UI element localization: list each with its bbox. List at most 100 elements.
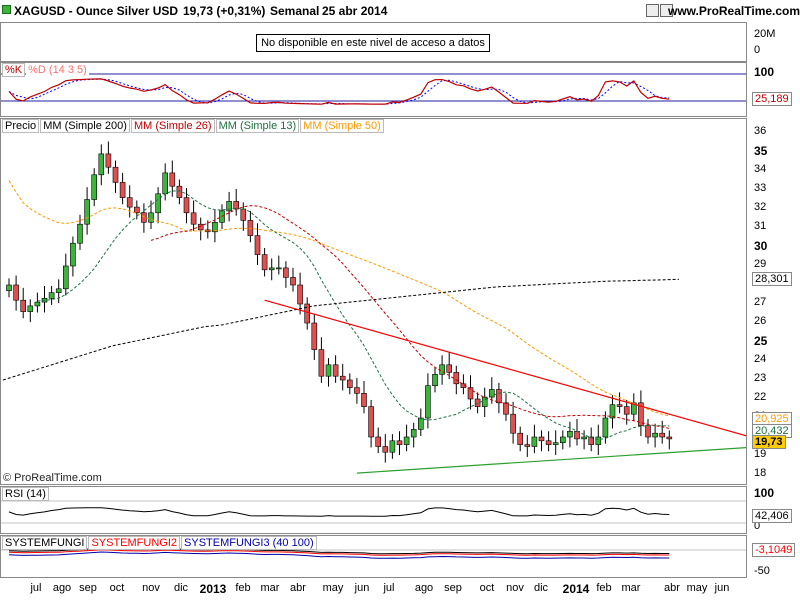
candle-down	[134, 206, 140, 214]
candle-down	[126, 197, 133, 208]
x-tick-label: nov	[506, 582, 524, 594]
candle-up	[602, 417, 609, 438]
candle-up	[403, 436, 410, 445]
candle-up	[425, 385, 431, 419]
stoch-tick-top: 100	[754, 65, 775, 79]
systemfungi-panel: SYSTEMFUNGI SYSTEMFUNGI2 SYSTEMFUNGI3 (40 …	[0, 535, 747, 578]
stochastic-axis: 100	[748, 62, 800, 117]
header-quote: 19,73 (+0,31%)	[183, 4, 266, 18]
candle-down	[190, 212, 197, 225]
minimize-icon[interactable]	[646, 4, 659, 17]
candle-down	[254, 235, 261, 255]
ma50-line	[8, 180, 670, 417]
sys-tick-bottom: -50	[754, 565, 770, 577]
price-tick: 19	[754, 448, 767, 460]
stoch-d-line	[8, 78, 670, 105]
x-tick-label: sep	[444, 582, 462, 594]
candle-up	[91, 174, 97, 200]
price-plot	[2, 141, 746, 474]
price-legend: Precio MM (Simple 200) MM (Simple 26) MM (S…	[2, 119, 385, 133]
sys3-line	[8, 551, 670, 559]
candle-up	[275, 267, 282, 270]
candle-up	[212, 222, 218, 233]
price-tick: 26	[754, 315, 767, 327]
legend-rsi: RSI (14)	[2, 487, 49, 501]
price-tick: 36	[754, 125, 767, 137]
price-tick: 18	[754, 467, 767, 479]
candle-down	[545, 440, 552, 445]
x-tick-label: ago	[52, 582, 72, 594]
header-period: Semanal	[270, 4, 320, 18]
header-site: www.ProRealTime.com	[668, 4, 800, 18]
candle-up	[531, 436, 538, 447]
candle-down	[382, 446, 389, 453]
candle-up	[226, 201, 232, 212]
ma200-line	[2, 278, 680, 381]
x-tick-label: may	[686, 582, 708, 594]
volume-tick: 0	[754, 44, 761, 56]
price-tick: 31	[754, 220, 767, 232]
candle-down	[616, 404, 623, 407]
rsi-tick-top: 100	[754, 486, 775, 500]
x-tick-label: abr	[664, 582, 680, 594]
sys-value-label: -3,1049	[752, 543, 796, 557]
price-tick: 34	[754, 163, 767, 175]
candle-down	[453, 372, 460, 385]
systemfungi-legend: SYSTEMFUNGI SYSTEMFUNGI2 SYSTEMFUNGI3 (40 …	[2, 536, 318, 550]
price-value-label: 19,73	[752, 435, 786, 449]
x-tick-label: sep	[79, 582, 97, 594]
x-tick-label: jul	[30, 582, 42, 594]
legend-k: %K	[2, 63, 26, 77]
candle-down	[141, 212, 147, 223]
volume-tick: 20M	[754, 28, 776, 40]
x-tick-label: feb	[235, 582, 251, 594]
candle-up	[62, 265, 69, 290]
price-tick: 22	[754, 391, 767, 403]
candle-down	[623, 406, 630, 415]
rsi-line	[8, 507, 670, 517]
candle-down	[467, 387, 474, 400]
x-axis: jul ago sep oct nov dic 2013 feb mar abr may jun jul…	[0, 582, 747, 600]
maximize-icon[interactable]	[660, 4, 673, 17]
candle-up	[155, 193, 161, 214]
x-tick-label: oct	[109, 582, 125, 594]
watermark: © ProRealTime.com	[3, 472, 102, 484]
price-tick: 27	[754, 296, 767, 308]
price-tick: 29	[754, 258, 767, 270]
candle-up	[481, 396, 488, 407]
candle-down	[20, 299, 27, 312]
volume-axis: 20M 0	[748, 22, 800, 62]
candle-down	[283, 267, 289, 278]
candle-down	[318, 349, 325, 377]
candle-down	[176, 185, 183, 198]
price-tick: 25	[754, 334, 768, 348]
candle-up	[268, 267, 275, 271]
stoch-k-line	[8, 78, 670, 105]
ma13-line	[37, 190, 670, 441]
candle-down	[240, 208, 247, 221]
candle-up	[559, 436, 566, 443]
legend-ma13: MM (Simple 13)	[215, 119, 300, 133]
price-tick: 24	[754, 353, 767, 365]
rsi-panel: RSI (14)	[0, 486, 747, 534]
x-tick-label: ago	[414, 582, 434, 594]
ma13-value-label: 20,432	[752, 424, 792, 438]
candle-down	[517, 432, 524, 445]
candle-down	[354, 387, 360, 394]
candle-down	[197, 223, 204, 231]
x-tick-label: mar	[621, 582, 641, 594]
stochastic-panel: %K %D (14 3 5)	[0, 62, 747, 117]
candle-up	[609, 404, 616, 419]
rsi-value-label: 42,406	[752, 509, 792, 523]
x-tick-label: may	[322, 582, 344, 594]
x-tick-label: 2014	[562, 582, 590, 596]
candle-down	[339, 375, 346, 381]
stoch-value-label: 25,189	[752, 92, 792, 106]
candle-up	[98, 153, 105, 176]
candle-down	[361, 392, 367, 407]
price-tick: 33	[754, 182, 767, 194]
legend-ma200: MM (Simple 200)	[40, 119, 130, 133]
price-tick: 23	[754, 372, 767, 384]
candle-down	[510, 413, 516, 434]
x-tick-label: jun	[714, 582, 730, 594]
